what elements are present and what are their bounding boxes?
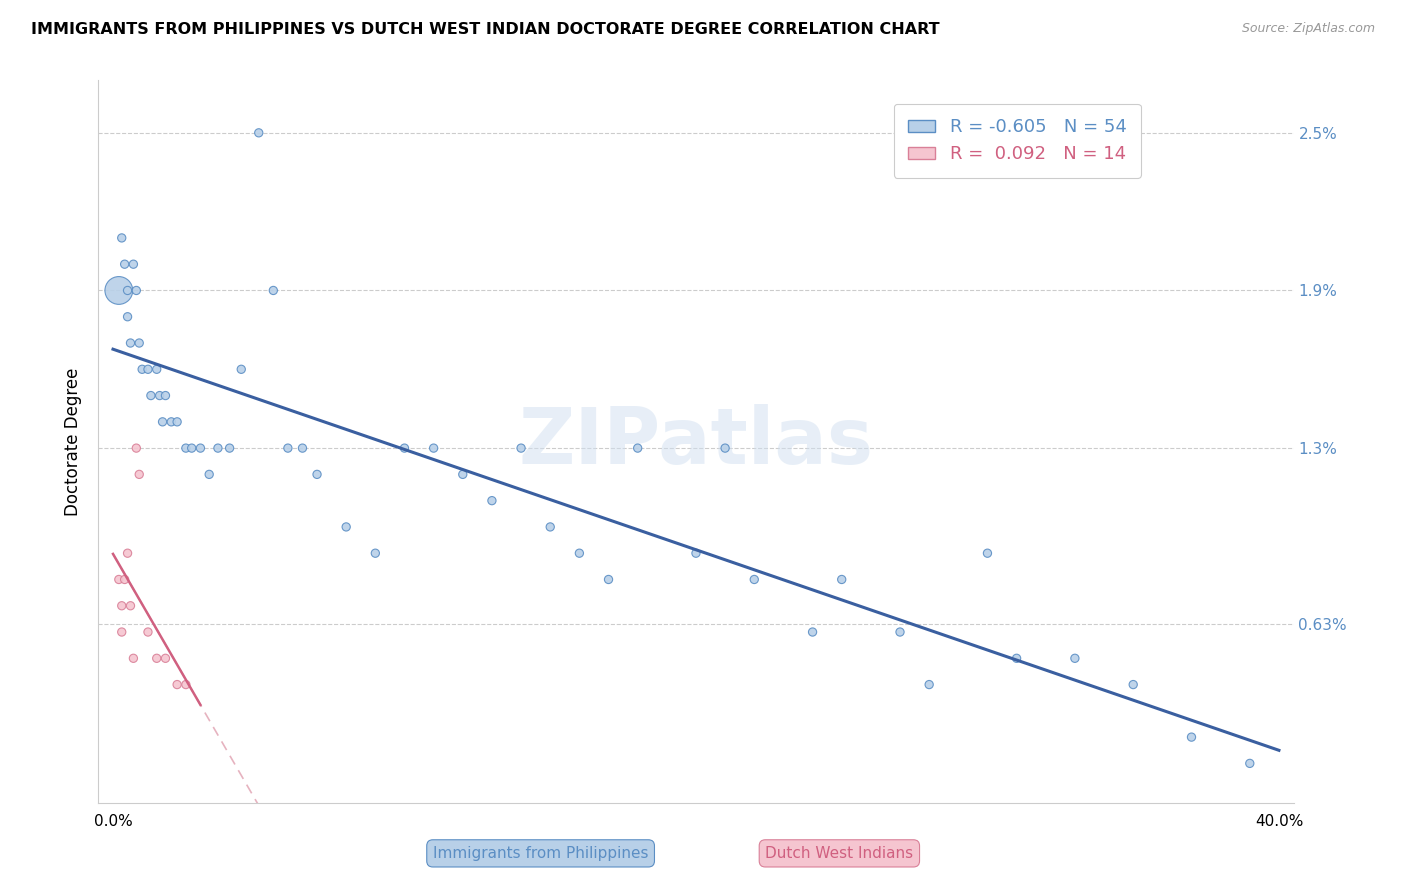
Point xyxy=(335,520,357,534)
Point xyxy=(538,520,561,534)
Point xyxy=(277,441,299,455)
Point xyxy=(198,467,221,482)
Point xyxy=(136,362,159,376)
Point xyxy=(111,625,134,640)
Point xyxy=(1239,756,1261,771)
Point xyxy=(108,284,131,298)
Text: IMMIGRANTS FROM PHILIPPINES VS DUTCH WEST INDIAN DOCTORATE DEGREE CORRELATION CH: IMMIGRANTS FROM PHILIPPINES VS DUTCH WES… xyxy=(31,22,939,37)
Point xyxy=(1180,730,1202,744)
Text: ZIPatlas: ZIPatlas xyxy=(519,403,873,480)
Point xyxy=(139,388,162,402)
Point xyxy=(125,441,148,455)
Point xyxy=(166,415,188,429)
Point xyxy=(145,651,167,665)
Point xyxy=(1005,651,1028,665)
Point xyxy=(128,467,150,482)
Point xyxy=(111,231,134,245)
Text: Source: ZipAtlas.com: Source: ZipAtlas.com xyxy=(1241,22,1375,36)
Point xyxy=(166,677,188,691)
Point xyxy=(1122,677,1144,691)
Point xyxy=(145,362,167,376)
Point xyxy=(742,573,765,587)
Y-axis label: Doctorate Degree: Doctorate Degree xyxy=(65,368,83,516)
Point xyxy=(976,546,998,560)
Point xyxy=(128,336,150,351)
Point xyxy=(149,388,172,402)
Point xyxy=(117,310,139,324)
Point xyxy=(714,441,737,455)
Point xyxy=(394,441,416,455)
Point xyxy=(160,415,183,429)
Point xyxy=(598,573,620,587)
Point xyxy=(422,441,444,455)
Point xyxy=(155,651,177,665)
Text: Dutch West Indians: Dutch West Indians xyxy=(765,846,914,861)
Point xyxy=(801,625,824,640)
Point xyxy=(131,362,153,376)
Legend: R = -0.605   N = 54, R =  0.092   N = 14: R = -0.605 N = 54, R = 0.092 N = 14 xyxy=(894,103,1142,178)
Point xyxy=(364,546,387,560)
Point xyxy=(155,388,177,402)
Point xyxy=(114,257,136,271)
Point xyxy=(305,467,328,482)
Point xyxy=(568,546,591,560)
Point xyxy=(120,599,142,613)
Point xyxy=(889,625,911,640)
Text: Immigrants from Philippines: Immigrants from Philippines xyxy=(433,846,648,861)
Point xyxy=(291,441,314,455)
Point xyxy=(247,126,270,140)
Point xyxy=(190,441,212,455)
Point xyxy=(152,415,174,429)
Point xyxy=(117,546,139,560)
Point xyxy=(120,336,142,351)
Point xyxy=(122,651,145,665)
Point xyxy=(111,599,134,613)
Point xyxy=(481,493,503,508)
Point xyxy=(451,467,474,482)
Point xyxy=(231,362,253,376)
Point xyxy=(510,441,533,455)
Point xyxy=(136,625,159,640)
Point xyxy=(180,441,202,455)
Point xyxy=(218,441,240,455)
Point xyxy=(125,284,148,298)
Point xyxy=(174,441,197,455)
Point xyxy=(117,284,139,298)
Point xyxy=(262,284,284,298)
Point xyxy=(207,441,229,455)
Point xyxy=(685,546,707,560)
Point xyxy=(918,677,941,691)
Point xyxy=(174,677,197,691)
Point xyxy=(108,573,131,587)
Point xyxy=(831,573,853,587)
Point xyxy=(627,441,650,455)
Point xyxy=(1064,651,1087,665)
Point xyxy=(122,257,145,271)
Point xyxy=(114,573,136,587)
